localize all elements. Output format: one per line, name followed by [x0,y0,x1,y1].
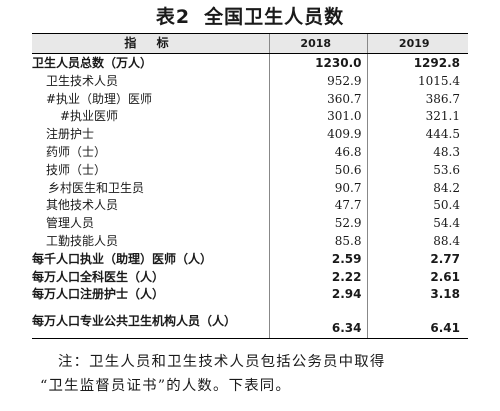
table-row: 卫生人员总数（万人） 1230.0 1292.8 [32,53,468,73]
value-2018: 409.9 [268,126,368,144]
value-2019: 444.5 [367,126,468,144]
value-2018: 952.9 [268,72,368,91]
table-row: 药师（士） 46.8 48.3 [32,143,468,162]
note-line-1: 注：卫生人员和卫生技术人员包括公务员中取得 [58,354,386,370]
table-row: 其他技术人员 47.7 50.4 [32,197,468,216]
value-2018: 1230.0 [268,53,368,73]
table-number: 表2 [155,6,191,28]
table-title: 表2 全国卫生人员数 [0,2,500,29]
value-2019: 1015.4 [367,72,468,91]
value-2018: 90.7 [268,179,368,198]
value-2019: 2.61 [367,268,468,287]
row-label: #执业医师 [60,109,119,124]
row-label: 药师（士） [46,144,107,159]
table-row: #执业医师 301.0 321.1 [32,108,468,127]
table-row: 乡村医生和卫生员 90.7 84.2 [32,179,468,198]
value-2019: 84.2 [367,179,468,198]
value-2019: 88.4 [367,232,468,251]
value-2018: 360.7 [268,90,368,109]
header-2019: 2019 [367,33,468,54]
row-label: 每万人口专业公共卫生机构人员（人） [32,304,270,340]
value-2019: 386.7 [367,90,468,109]
header-indicator: 指 标 [32,33,270,54]
value-2018: 47.7 [268,197,368,216]
row-label: 注册护士 [46,127,95,142]
note-line-2: “卫生监督员证书”的人数。下表同。 [40,378,291,394]
value-2018: 2.59 [268,250,368,269]
value-2018: 301.0 [268,108,368,127]
row-label: 卫生技术人员 [46,73,119,88]
value-2019: 48.3 [367,143,468,162]
table-row: 工勤技能人员 85.8 88.4 [32,232,468,251]
row-label: 卫生人员总数（万人） [32,56,153,70]
table-row: #执业（助理）医师 360.7 386.7 [32,90,468,109]
row-label: 每万人口全科医生（人） [32,269,165,284]
row-label: 每万人口注册护士（人） [32,287,165,302]
value-2019: 3.18 [367,286,468,305]
table-row: 每万人口全科医生（人） 2.22 2.61 [32,268,468,287]
table-title-text: 全国卫生人员数 [204,6,345,28]
table-row: 注册护士 409.9 444.5 [32,126,468,144]
value-2018: 46.8 [268,143,368,162]
table-note: 注：卫生人员和卫生技术人员包括公务员中取得 “卫生监督员证书”的人数。下表同。 [40,350,480,398]
table-row: 管理人员 52.9 54.4 [32,215,468,233]
value-2019: 321.1 [367,108,468,127]
table-row: 每千人口执业（助理）医师（人） 2.59 2.77 [32,250,468,269]
table-row: 技师（士） 50.6 53.6 [32,161,468,180]
table-row: 每万人口注册护士（人） 2.94 3.18 [32,286,468,305]
row-label: 工勤技能人员 [46,233,119,248]
row-label: #执业（助理）医师 [46,91,153,106]
value-2018: 50.6 [268,161,368,180]
row-label: 技师（士） [46,162,107,177]
row-label: 其他技术人员 [46,198,119,213]
table-body: 卫生人员总数（万人） 1230.0 1292.8 卫生技术人员 952.9 1015.4 #… [32,53,468,340]
value-2019: 54.4 [367,215,468,233]
table-header-row: 指 标 2018 2019 [32,33,468,54]
value-2019: 6.41 [367,304,468,340]
value-2019: 2.77 [367,250,468,269]
table-row: 卫生技术人员 952.9 1015.4 [32,72,468,91]
value-2019: 53.6 [367,161,468,180]
value-2018: 52.9 [268,215,368,233]
table-row: 每万人口专业公共卫生机构人员（人） 6.34 6.41 [32,304,468,340]
row-label: 管理人员 [46,216,95,231]
row-label: 每千人口执业（助理）医师（人） [32,251,213,266]
health-personnel-table: 指 标 2018 2019 卫生人员总数（万人） 1230.0 1292.8 卫生技术… [32,33,468,340]
value-2019: 1292.8 [367,53,468,73]
value-2018: 85.8 [268,232,368,251]
value-2018: 2.22 [268,268,368,287]
value-2018: 2.94 [268,286,368,305]
row-label: 乡村医生和卫生员 [48,180,145,195]
value-2018: 6.34 [268,304,368,340]
value-2019: 50.4 [367,197,468,216]
header-2018: 2018 [268,33,368,54]
